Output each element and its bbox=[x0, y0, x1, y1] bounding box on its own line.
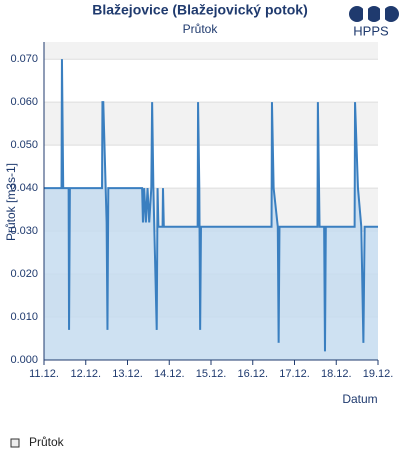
x-tick-label: 14.12. bbox=[154, 368, 185, 380]
logo-text: HPPS bbox=[353, 23, 389, 38]
y-tick-label: 0.030 bbox=[10, 225, 38, 237]
y-tick-label: 0.010 bbox=[10, 311, 38, 323]
grid-band bbox=[44, 102, 378, 146]
y-tick-label: 0.000 bbox=[10, 354, 38, 366]
x-tick-label: 16.12. bbox=[237, 368, 268, 380]
x-tick-label: 15.12. bbox=[196, 368, 227, 380]
area bbox=[44, 59, 378, 360]
x-tick-label: 17.12. bbox=[279, 368, 310, 380]
chart-title: Blažejovice (Blažejovický potok) bbox=[92, 2, 308, 18]
logo-dot bbox=[383, 6, 399, 22]
logo-cut bbox=[380, 5, 385, 23]
x-tick-label: 18.12. bbox=[321, 368, 352, 380]
y-tick-label: 0.020 bbox=[10, 268, 38, 280]
y-tick-label: 0.040 bbox=[10, 182, 38, 194]
x-tick-label: 13.12. bbox=[112, 368, 143, 380]
logo-dot bbox=[349, 6, 365, 22]
y-tick-label: 0.050 bbox=[10, 139, 38, 151]
legend-swatch bbox=[10, 438, 20, 448]
line bbox=[44, 59, 378, 352]
grid-band bbox=[44, 42, 378, 60]
logo: HPPS bbox=[349, 5, 399, 38]
legend-label: Průtok bbox=[29, 435, 65, 449]
y-axis-label: Průtok [m3s-1] bbox=[4, 163, 18, 241]
x-tick-label: 12.12. bbox=[70, 368, 101, 380]
chart-subtitle: Průtok bbox=[183, 22, 219, 36]
x-tick-label: 11.12. bbox=[29, 368, 59, 380]
x-axis-label: Datum bbox=[342, 392, 377, 406]
logo-cut bbox=[363, 5, 368, 23]
x-tick-label: 19.12. bbox=[363, 368, 394, 380]
y-tick-label: 0.070 bbox=[10, 53, 38, 65]
logo-dot bbox=[366, 6, 382, 22]
y-tick-label: 0.060 bbox=[10, 96, 38, 108]
